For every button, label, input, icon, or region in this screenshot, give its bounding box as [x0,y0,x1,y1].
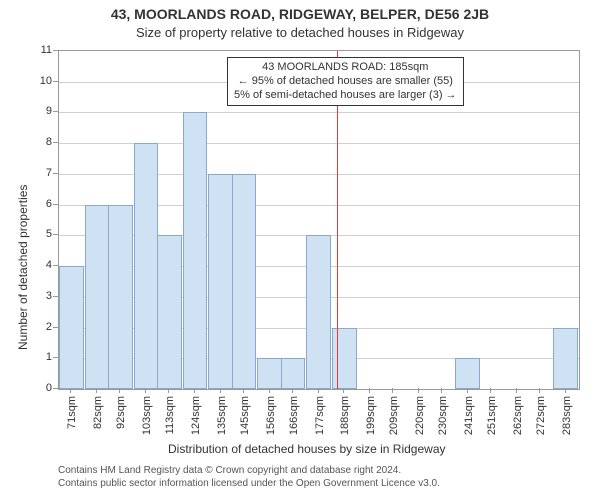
y-tick-label: 6 [28,198,52,210]
y-tick-mark [53,357,58,358]
x-tick-label: 262sqm [512,396,524,435]
x-tick-mark [119,388,120,393]
x-tick-mark [369,388,370,393]
x-tick-mark [565,388,566,393]
histogram-bar [183,112,208,389]
histogram-bar [59,266,84,389]
annotation-box: 43 MOORLANDS ROAD: 185sqm← 95% of detach… [227,57,464,106]
y-tick-mark [53,173,58,174]
x-tick-mark [490,388,491,393]
annotation-line: ← 95% of detached houses are smaller (55… [234,75,457,89]
x-tick-label: 92sqm [115,396,127,429]
y-tick-label: 3 [28,290,52,302]
y-tick-mark [53,204,58,205]
x-tick-mark [243,388,244,393]
x-tick-mark [194,388,195,393]
x-tick-mark [467,388,468,393]
histogram-bar [157,235,182,389]
x-tick-mark [392,388,393,393]
x-tick-label: 188sqm [339,396,351,435]
y-tick-mark [53,388,58,389]
y-tick-label: 7 [28,167,52,179]
y-tick-mark [53,111,58,112]
x-tick-mark [343,388,344,393]
histogram-bar [332,328,357,389]
attribution-text: Contains HM Land Registry data © Crown c… [58,464,440,490]
x-tick-label: 113sqm [164,396,176,434]
x-tick-label: 283sqm [561,396,573,435]
y-tick-mark [53,327,58,328]
y-tick-mark [53,265,58,266]
x-tick-mark [418,388,419,393]
x-tick-label: 82sqm [92,396,104,429]
x-tick-label: 145sqm [239,396,251,435]
histogram-bar [281,358,306,389]
x-tick-label: 124sqm [190,396,202,435]
y-tick-mark [53,296,58,297]
x-tick-label: 199sqm [365,396,377,435]
y-tick-label: 1 [28,351,52,363]
attribution-line: Contains HM Land Registry data © Crown c… [58,464,440,477]
histogram-bar [306,235,331,389]
x-tick-mark [269,388,270,393]
x-tick-label: 71sqm [66,396,78,429]
histogram-bar [455,358,480,389]
y-tick-mark [53,81,58,82]
y-tick-label: 11 [28,44,52,56]
histogram-bar [232,174,257,389]
x-tick-label: 220sqm [414,396,426,435]
page-subtitle: Size of property relative to detached ho… [0,23,600,41]
histogram-bar [108,205,133,389]
histogram-bar [134,143,159,389]
x-tick-mark [292,388,293,393]
attribution-line: Contains public sector information licen… [58,477,440,490]
histogram-bar [208,174,233,389]
histogram-bar [85,205,110,389]
y-tick-label: 8 [28,136,52,148]
x-tick-label: 103sqm [141,396,153,435]
y-tick-mark [53,234,58,235]
x-tick-label: 177sqm [314,396,326,435]
x-tick-label: 241sqm [463,396,475,435]
gridline [59,112,579,113]
x-tick-mark [220,388,221,393]
x-tick-label: 230sqm [437,396,449,435]
annotation-line: 5% of semi-detached houses are larger (3… [234,89,457,103]
histogram-bar [553,328,578,389]
x-tick-mark [96,388,97,393]
x-tick-label: 135sqm [216,396,228,435]
x-tick-label: 272sqm [535,396,547,435]
x-tick-mark [70,388,71,393]
x-tick-label: 156sqm [265,396,277,435]
y-tick-label: 0 [28,382,52,394]
page-title: 43, MOORLANDS ROAD, RIDGEWAY, BELPER, DE… [0,0,600,23]
x-tick-mark [441,388,442,393]
x-tick-label: 209sqm [388,396,400,435]
y-tick-label: 4 [28,259,52,271]
plot-area: 43 MOORLANDS ROAD: 185sqm← 95% of detach… [58,50,580,390]
histogram-bar [257,358,282,389]
chart-root: 43, MOORLANDS ROAD, RIDGEWAY, BELPER, DE… [0,0,600,500]
y-tick-label: 9 [28,105,52,117]
annotation-line: 43 MOORLANDS ROAD: 185sqm [234,61,457,75]
x-tick-mark [516,388,517,393]
x-tick-label: 251sqm [486,396,498,435]
y-tick-label: 10 [28,75,52,87]
y-tick-label: 2 [28,321,52,333]
x-tick-mark [318,388,319,393]
x-tick-label: 166sqm [288,396,300,435]
x-axis-label: Distribution of detached houses by size … [168,442,446,456]
x-tick-mark [168,388,169,393]
x-tick-mark [539,388,540,393]
y-tick-mark [53,142,58,143]
y-tick-mark [53,50,58,51]
y-tick-label: 5 [28,228,52,240]
x-tick-mark [145,388,146,393]
